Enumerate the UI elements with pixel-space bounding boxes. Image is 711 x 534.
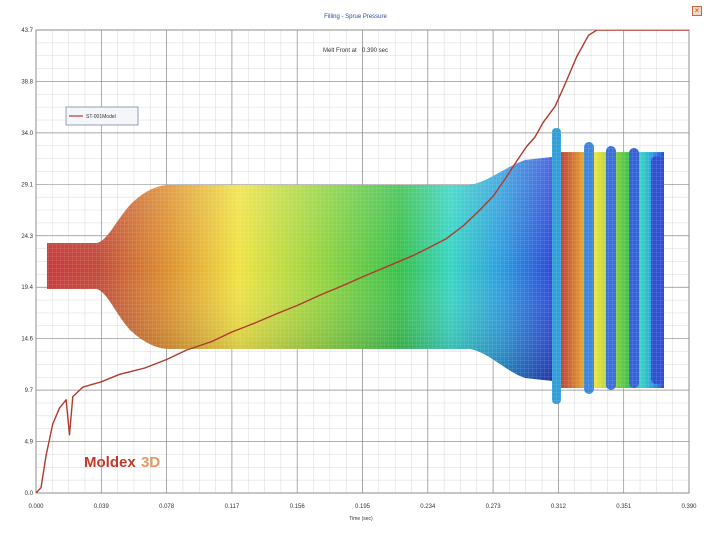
series-line: [36, 30, 689, 493]
data-point: [587, 34, 590, 36]
x-axis: 0.000 0.039 0.078 0.117 0.156 0.195 0.234 0.273…: [28, 504, 697, 510]
logo-suffix: 3D: [141, 454, 160, 471]
y-tick-label: 0.0: [25, 491, 34, 497]
data-point: [58, 407, 61, 409]
data-point: [504, 178, 506, 180]
data-point: [554, 105, 556, 107]
molded-part-image: [47, 128, 665, 404]
y-tick-label: 24.3: [21, 234, 33, 240]
y-tick-label: 14.6: [21, 337, 33, 343]
data-point: [427, 247, 429, 249]
data-point: [52, 423, 54, 425]
y-tick-label: 4.9: [25, 440, 34, 446]
part-mesh: [47, 128, 665, 404]
melt-front-label: Melt Front at: [323, 48, 357, 54]
x-tick-label: 0.156: [290, 504, 306, 510]
y-tick-label: 19.4: [21, 285, 33, 291]
y-tick-label: 34.0: [21, 131, 33, 137]
x-tick-label: 0.000: [28, 504, 44, 510]
data-point: [564, 83, 566, 85]
data-point: [526, 145, 528, 148]
logo-brand: Moldex: [84, 454, 136, 471]
x-tick-label: 0.039: [94, 504, 110, 510]
data-point: [688, 30, 689, 31]
data-point: [515, 160, 518, 162]
moldex3d-logo: Moldex 3D: [84, 454, 160, 471]
data-point: [445, 238, 447, 240]
data-point: [65, 399, 67, 401]
data-point: [100, 381, 102, 383]
data-point: [186, 349, 188, 351]
data-point: [211, 340, 213, 343]
x-tick-label: 0.390: [681, 504, 697, 510]
data-point: [119, 373, 121, 375]
data-point: [361, 276, 364, 278]
data-point: [479, 209, 481, 211]
data-point: [576, 55, 578, 58]
data-point: [72, 396, 74, 398]
data-point: [320, 294, 322, 296]
data-point: [278, 312, 280, 314]
data-point: [542, 121, 544, 123]
data-point: [82, 386, 84, 388]
x-tick-label: 0.273: [486, 504, 502, 510]
legend: ST-001Model: [65, 106, 139, 126]
y-axis: 0.0 4.9 9.7 14.6 19.4 24.3 29.1 34.0 38.8 43.7: [21, 28, 33, 497]
x-axis-label: Time (sec): [349, 516, 373, 522]
data-point: [166, 358, 168, 361]
data-point: [253, 322, 255, 325]
data-point: [144, 367, 146, 369]
melt-front-value: 0.390 sec: [362, 48, 388, 54]
x-tick-label: 0.234: [420, 504, 436, 510]
data-point: [492, 195, 494, 197]
data-point: [462, 225, 464, 227]
series-group: [36, 30, 689, 493]
y-tick-label: 9.7: [25, 388, 34, 394]
x-tick-label: 0.351: [616, 504, 632, 510]
y-tick-label: 38.8: [21, 79, 33, 85]
data-point: [40, 487, 42, 489]
legend-label: ST-001Model: [86, 114, 116, 120]
data-point: [231, 331, 233, 333]
data-point: [412, 255, 414, 257]
x-tick-label: 0.078: [159, 504, 175, 510]
y-tick-label: 29.1: [21, 182, 33, 188]
y-tick-label: 43.7: [21, 28, 33, 34]
data-point: [36, 492, 37, 493]
data-point: [345, 283, 347, 285]
x-tick-label: 0.195: [355, 504, 371, 510]
close-icon[interactable]: ×: [692, 6, 702, 16]
data-point: [296, 304, 298, 307]
data-point: [45, 455, 47, 457]
x-tick-label: 0.312: [551, 504, 567, 510]
data-point: [387, 265, 389, 267]
window-title: Filling - Sprue Pressure: [324, 14, 387, 20]
data-point: [68, 434, 71, 436]
x-tick-label: 0.117: [225, 504, 240, 510]
data-point: [596, 30, 598, 31]
data-point: [534, 136, 536, 138]
